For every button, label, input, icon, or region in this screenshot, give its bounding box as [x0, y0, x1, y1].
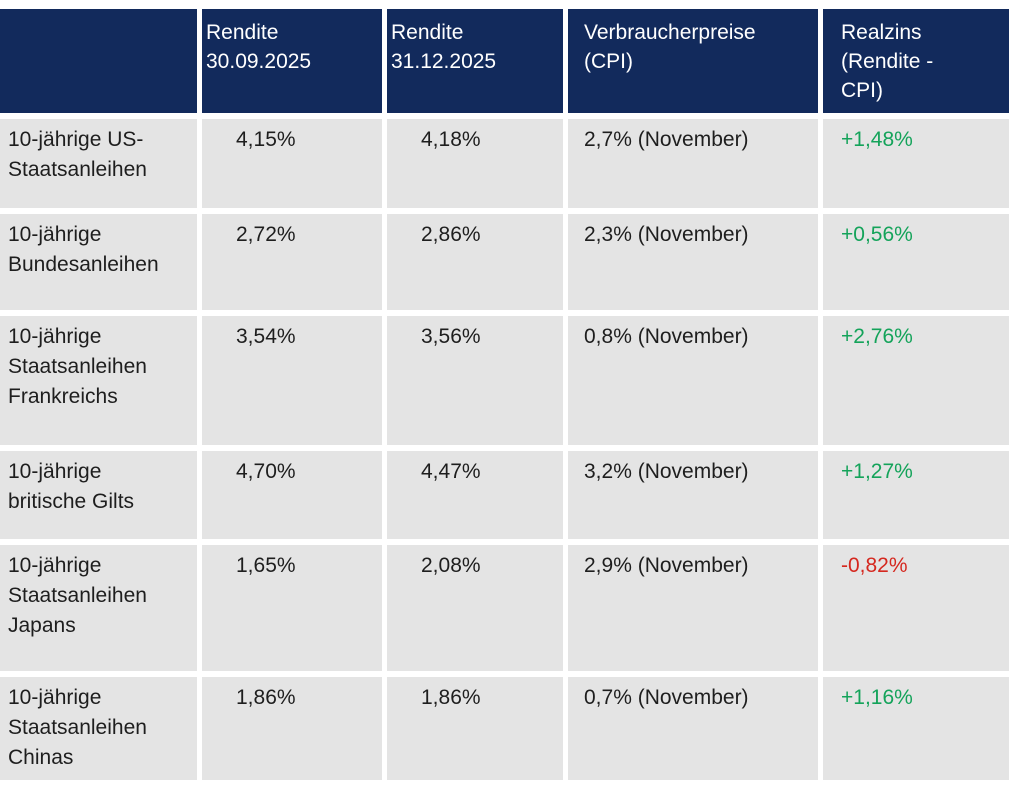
cell-cpi: 2,3% (November) — [568, 214, 818, 310]
cell-rendite-3009: 4,15% — [202, 119, 382, 208]
cell-rendite-3009: 4,70% — [202, 451, 382, 539]
cell-label: 10-jährige Staatsanleihen Japans — [0, 545, 197, 671]
cell-cpi: 2,7% (November) — [568, 119, 818, 208]
cell-label: 10-jährige Bundesanleihen — [0, 214, 197, 310]
cell-cpi: 0,7% (November) — [568, 677, 818, 780]
header-cell-rendite-3112: Rendite 31.12.2025 — [387, 9, 563, 113]
cell-realzins: +1,27% — [823, 451, 1009, 539]
header-cell-rendite-3009: Rendite 30.09.2025 — [202, 9, 382, 113]
cell-realzins: +2,76% — [823, 316, 1009, 445]
cell-cpi: 3,2% (November) — [568, 451, 818, 539]
cell-rendite-3112: 2,86% — [387, 214, 563, 310]
cell-rendite-3112: 4,47% — [387, 451, 563, 539]
cell-rendite-3112: 1,86% — [387, 677, 563, 780]
cell-rendite-3009: 1,65% — [202, 545, 382, 671]
cell-cpi: 0,8% (November) — [568, 316, 818, 445]
cell-realzins: +0,56% — [823, 214, 1009, 310]
cell-realzins: +1,48% — [823, 119, 1009, 208]
cell-rendite-3112: 3,56% — [387, 316, 563, 445]
cell-realzins: +1,16% — [823, 677, 1009, 780]
cell-rendite-3009: 1,86% — [202, 677, 382, 780]
cell-label: 10-jährige britische Gilts — [0, 451, 197, 539]
header-cell-empty — [0, 9, 197, 113]
bond-yields-table: Rendite 30.09.2025 Rendite 31.12.2025 Ve… — [0, 9, 1009, 780]
cell-rendite-3009: 2,72% — [202, 214, 382, 310]
cell-realzins: -0,82% — [823, 545, 1009, 671]
cell-cpi: 2,9% (November) — [568, 545, 818, 671]
cell-rendite-3009: 3,54% — [202, 316, 382, 445]
cell-rendite-3112: 2,08% — [387, 545, 563, 671]
header-cell-cpi: Verbraucherpreise (CPI) — [568, 9, 818, 113]
cell-rendite-3112: 4,18% — [387, 119, 563, 208]
cell-label: 10-jährige Staatsanleihen Frankreichs — [0, 316, 197, 445]
cell-label: 10-jährige US- Staatsanleihen — [0, 119, 197, 208]
header-cell-realzins: Realzins (Rendite - CPI) — [823, 9, 1009, 113]
cell-label: 10-jährige Staatsanleihen Chinas — [0, 677, 197, 780]
